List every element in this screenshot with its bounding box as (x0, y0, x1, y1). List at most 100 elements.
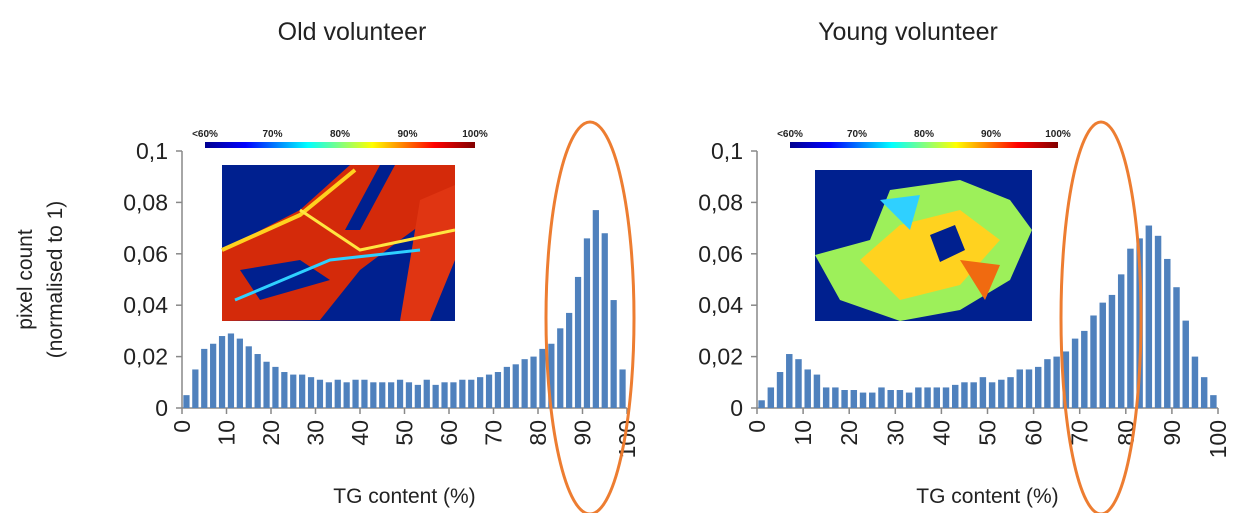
chart-title: Young volunteer (818, 18, 998, 46)
bar (450, 382, 456, 408)
bar (210, 344, 216, 408)
colorbar-label: <60% (192, 129, 218, 140)
bar (869, 393, 875, 408)
bar (575, 277, 581, 408)
bar (1173, 287, 1179, 408)
bar (1183, 321, 1189, 408)
heatmap-old (222, 165, 455, 321)
bar (1192, 357, 1198, 408)
bar (860, 393, 866, 408)
bar (388, 382, 394, 408)
figure: Old volunteerTG content (%)pixel count(n… (0, 0, 1240, 513)
bar (878, 387, 884, 408)
bar (1044, 359, 1050, 408)
bar (998, 380, 1004, 408)
colorbar-label: 100% (462, 129, 488, 140)
x-axis-label: TG content (%) (916, 485, 1058, 508)
bar (1100, 303, 1106, 408)
y-tick-label: 0,04 (123, 292, 168, 318)
bar (611, 300, 617, 408)
colorbar-label: 90% (397, 129, 417, 140)
bar (477, 377, 483, 408)
x-tick-label: 30 (303, 420, 329, 446)
y-tick-label: 0,08 (123, 189, 168, 215)
bar (804, 369, 810, 408)
bar (513, 364, 519, 408)
bar (584, 238, 590, 408)
bar (777, 372, 783, 408)
y-tick-label: 0,1 (711, 138, 743, 164)
bar (602, 233, 608, 408)
bar (786, 354, 792, 408)
bar (361, 380, 367, 408)
colorbar-label: 70% (262, 129, 282, 140)
bar (237, 339, 243, 408)
bar (406, 382, 412, 408)
bar (1053, 357, 1059, 408)
bar (495, 372, 501, 408)
x-tick-label: 0 (169, 420, 195, 433)
bar (192, 369, 198, 408)
y-tick-label: 0,06 (698, 241, 743, 267)
colorbar-label: 100% (1045, 129, 1071, 140)
bar (397, 380, 403, 408)
x-tick-label: 50 (975, 420, 1001, 446)
x-tick-label: 50 (392, 420, 418, 446)
bar (814, 375, 820, 408)
bar (317, 380, 323, 408)
x-tick-label: 20 (258, 420, 284, 446)
bar (1210, 395, 1216, 408)
bar (934, 387, 940, 408)
colorbar-label: 80% (330, 129, 350, 140)
bar (522, 359, 528, 408)
bar (1035, 367, 1041, 408)
bar (486, 375, 492, 408)
bar (424, 380, 430, 408)
x-tick-label: 90 (570, 420, 596, 446)
bar (952, 385, 958, 408)
bar (272, 367, 278, 408)
bar (924, 387, 930, 408)
bar (619, 369, 625, 408)
bar (433, 385, 439, 408)
bar (1017, 369, 1023, 408)
bar (970, 382, 976, 408)
bar (1007, 377, 1013, 408)
bar (897, 390, 903, 408)
y-tick-label: 0,02 (698, 344, 743, 370)
x-tick-label: 100 (1205, 420, 1231, 458)
bar (851, 390, 857, 408)
heatmap-young (815, 170, 1032, 321)
bar (1118, 274, 1124, 408)
bar (566, 313, 572, 408)
bar (841, 390, 847, 408)
bar (915, 387, 921, 408)
colorbar (790, 142, 1058, 148)
bar (379, 382, 385, 408)
y-tick-label: 0,02 (123, 344, 168, 370)
y-tick-label: 0 (730, 395, 743, 421)
bar (1155, 236, 1161, 408)
y-tick-label: 0 (155, 395, 168, 421)
y-tick-label: 0,06 (123, 241, 168, 267)
bar (219, 336, 225, 408)
bar (468, 380, 474, 408)
x-tick-label: 40 (347, 420, 373, 446)
colorbar-label: 70% (847, 129, 867, 140)
bar (758, 400, 764, 408)
x-tick-label: 20 (836, 420, 862, 446)
bar (832, 387, 838, 408)
bar (415, 385, 421, 408)
bar (344, 382, 350, 408)
bar (593, 210, 599, 408)
bar (1026, 369, 1032, 408)
bar (281, 372, 287, 408)
bar (228, 333, 234, 408)
bar (370, 382, 376, 408)
bar (441, 382, 447, 408)
y-tick-label: 0,1 (136, 138, 168, 164)
x-tick-label: 30 (882, 420, 908, 446)
bar (557, 328, 563, 408)
bar (1072, 339, 1078, 408)
x-tick-label: 90 (1159, 420, 1185, 446)
